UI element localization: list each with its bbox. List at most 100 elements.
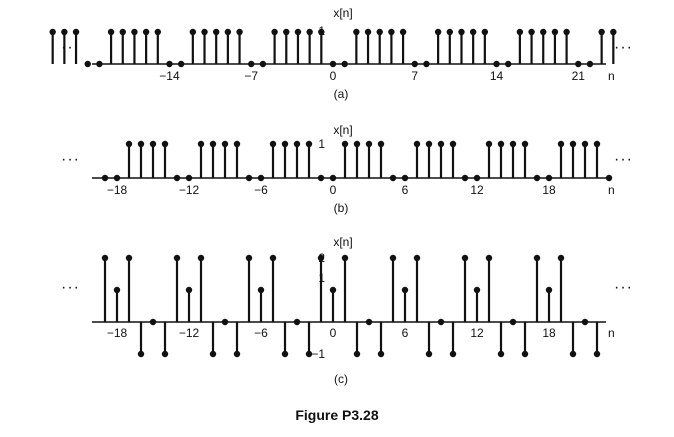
panel-b-stem-marker <box>317 174 325 182</box>
panel-b-ylabel: x[n] <box>333 123 352 137</box>
panel-c-stem-marker <box>209 350 217 358</box>
panel-b-stem-marker <box>221 140 229 148</box>
panel-c-stem-marker <box>389 254 397 262</box>
panel-a-stem-marker <box>505 60 512 68</box>
panel-b-stem-marker <box>593 140 601 148</box>
panel-c-ellipsis-left: ··· <box>61 279 80 296</box>
panel-c-stem-marker <box>593 350 601 358</box>
panel-b-stem-marker <box>377 140 385 148</box>
panel-c-label: (c) <box>334 372 348 386</box>
panel-b-xtick-label: 0 <box>330 183 337 197</box>
panel-b-stem-marker <box>413 140 421 148</box>
panel-a-stem-marker <box>294 28 302 36</box>
panel-c-stem-marker <box>137 350 145 358</box>
panel-b-stem-marker <box>533 174 541 182</box>
panel-a-ellipsis-left: ··· <box>61 39 80 56</box>
panel-a-stem-marker <box>493 60 500 68</box>
panel-b-stem-marker <box>389 174 397 182</box>
panel-a-stem-marker <box>318 28 325 36</box>
panel-a-stem-marker <box>610 28 617 36</box>
panel-a-ytick-label: 1 <box>318 24 325 38</box>
panel-a-stem-marker <box>423 60 430 68</box>
panel-c-stem-marker <box>281 350 289 358</box>
panel-b-xlabel: n <box>608 183 615 197</box>
panel-a-xtick-label: 7 <box>411 69 418 83</box>
panel-c-xtick-label: 6 <box>402 326 409 340</box>
panel-c-stem-marker <box>509 318 517 326</box>
panel-a-stem-marker <box>236 28 243 36</box>
panel-a-stem-marker <box>481 28 489 36</box>
panel-b-stem-marker <box>449 140 457 148</box>
panel-a-stem-marker <box>213 28 220 36</box>
panel-b-stem-marker <box>521 140 529 148</box>
figure-caption: Figure P3.28 <box>295 407 379 423</box>
panel-c-stem-marker <box>269 254 277 262</box>
panel-a-stem-marker <box>201 28 208 36</box>
panel-b-stem-marker <box>233 140 241 148</box>
panel-a-stem-marker <box>84 60 91 68</box>
panel-b-stem-marker <box>437 140 445 148</box>
panel-b-ellipsis-left: ··· <box>61 151 80 168</box>
panel-b-stem-marker <box>485 140 493 148</box>
panel-b-xtick-label: −6 <box>254 183 268 197</box>
panel-b-stem-marker <box>473 174 481 182</box>
panel-b-stem-marker <box>197 140 205 148</box>
panel-c-ytick-label: −1 <box>311 347 325 361</box>
panel-a-xtick-label: 21 <box>572 69 586 83</box>
panel-a-stem-marker <box>563 28 570 36</box>
panel-b-stem-marker <box>209 140 217 148</box>
panel-a-stem-marker <box>388 28 395 36</box>
panel-a-stem-marker <box>96 60 103 68</box>
panel-b-stem-marker <box>305 140 313 148</box>
panel-b-stem-marker <box>569 140 577 148</box>
panel-c-stem-marker <box>365 318 373 326</box>
panel-c-xtick-label: 12 <box>470 326 484 340</box>
panel-b-stem-marker <box>293 140 301 148</box>
panel-b-xtick-label: 6 <box>402 183 409 197</box>
panel-c-stem-marker <box>113 286 121 294</box>
panel-a-stem-marker <box>575 60 582 68</box>
panel-b-stem-marker <box>125 140 133 148</box>
panel-b-stem-marker <box>581 140 589 148</box>
panel-c-stem-marker <box>461 254 469 262</box>
panel-a-stem-marker <box>189 28 197 36</box>
panel-a-stem-marker <box>364 28 372 36</box>
panel-a-stem-marker <box>399 28 407 36</box>
panel-c-stem-marker <box>533 254 541 262</box>
panel-b-stem-marker <box>113 174 121 182</box>
panel-a-stem-marker <box>540 28 547 36</box>
panel-c-stem-marker <box>257 286 265 294</box>
panel-c-stem-marker <box>233 350 241 358</box>
panel-c-stem-marker <box>581 318 589 326</box>
panel-a-stem-marker <box>177 60 185 68</box>
panel-b-stem-marker <box>137 140 145 148</box>
panel-c-stem-marker <box>521 350 529 358</box>
panel-a-stem-marker <box>49 28 56 36</box>
panel-a-stem-marker <box>283 28 290 36</box>
panel-a-stem-marker <box>306 28 313 36</box>
panel-c-xtick-label: −6 <box>254 326 268 340</box>
panel-c-stem-marker <box>425 350 433 358</box>
panel-c-stem-marker <box>245 254 253 262</box>
panel-a-stem-marker <box>446 28 453 36</box>
panel-c-stem-marker <box>437 318 445 326</box>
panel-c-xtick-label: −18 <box>107 326 128 340</box>
panel-a-stem-marker <box>107 28 115 36</box>
panel-c-stem-marker <box>377 350 385 358</box>
panel-c-stem-marker <box>293 318 301 326</box>
panel-a-stem-marker <box>131 28 138 36</box>
panel-a-stem-marker <box>586 60 594 68</box>
panel-b-ytick-label: 1 <box>318 137 325 151</box>
panel-a-stem-marker <box>271 28 278 36</box>
panel-a-stem-marker <box>248 60 255 68</box>
panel-b-stem-marker <box>173 174 181 182</box>
panel-b-xtick-label: −12 <box>179 183 200 197</box>
panel-b-stem-marker <box>329 174 337 182</box>
panel-a-ylabel: x[n] <box>333 6 352 20</box>
panel-b-ellipsis-right: ··· <box>614 151 633 168</box>
panel-c-xtick-label: 0 <box>330 326 337 340</box>
panel-a-stem-marker <box>329 60 337 68</box>
panel-b-stem-marker <box>461 174 469 182</box>
panel-b-stem-marker <box>401 174 409 182</box>
